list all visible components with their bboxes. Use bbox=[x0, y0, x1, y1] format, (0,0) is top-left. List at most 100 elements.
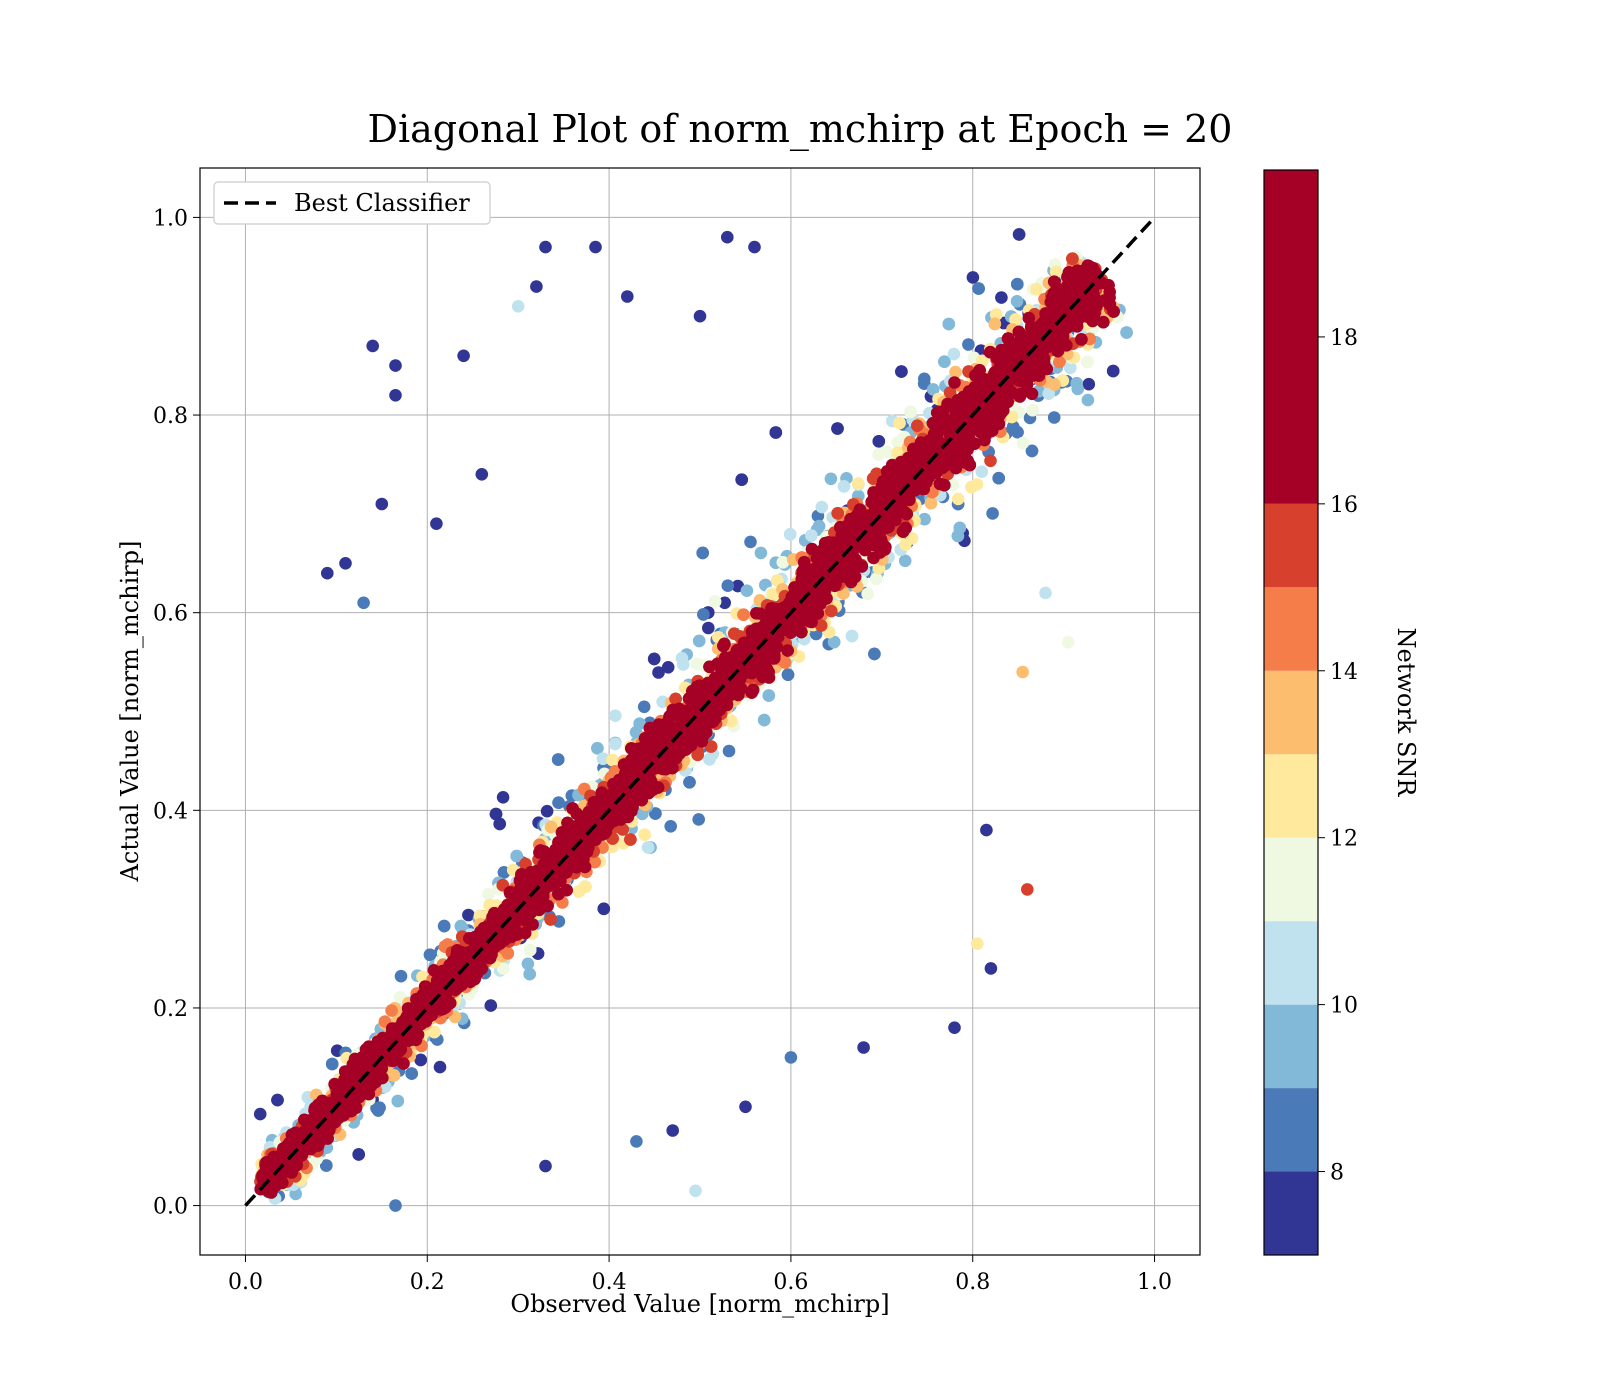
scatter-point bbox=[544, 913, 557, 926]
scatter-point bbox=[988, 317, 1002, 331]
scatter-point bbox=[551, 753, 565, 766]
scatter-point bbox=[428, 1025, 441, 1039]
scatter-point bbox=[754, 546, 768, 560]
scatter-point bbox=[762, 689, 776, 702]
scatter-point bbox=[462, 908, 475, 922]
scatter-point bbox=[637, 700, 651, 714]
scatter-point bbox=[891, 436, 905, 449]
scatter-point bbox=[947, 347, 961, 361]
scatter-point bbox=[831, 507, 844, 520]
scatter-point bbox=[1049, 265, 1063, 279]
scatter-point bbox=[552, 796, 565, 809]
scatter-point bbox=[757, 713, 771, 727]
scatter-point bbox=[649, 807, 662, 820]
scatter-point bbox=[1053, 355, 1066, 369]
scatter-point bbox=[1026, 403, 1039, 417]
scatter-point bbox=[769, 426, 783, 439]
scatter-point bbox=[831, 422, 844, 435]
scatter-point bbox=[740, 584, 754, 597]
scatter-point bbox=[986, 507, 999, 520]
scatter-point bbox=[702, 621, 715, 635]
scatter-point bbox=[951, 492, 965, 506]
scatter-point bbox=[591, 742, 604, 755]
scatter-point bbox=[735, 473, 748, 487]
scatter-point bbox=[898, 554, 912, 568]
scatter-point bbox=[951, 529, 965, 543]
scatter-point bbox=[544, 820, 558, 834]
scatter-point bbox=[949, 365, 962, 379]
scatter-point bbox=[766, 588, 780, 601]
scatter-point bbox=[1081, 355, 1094, 369]
scatter-point bbox=[597, 902, 611, 916]
scatter-point bbox=[647, 652, 661, 666]
scatter-point bbox=[489, 807, 503, 821]
scatter-point bbox=[852, 477, 865, 490]
scatter-point bbox=[638, 828, 651, 841]
scatter-point bbox=[918, 512, 931, 526]
scatter-point bbox=[624, 833, 637, 846]
scatter-point bbox=[805, 529, 818, 542]
scatter-point bbox=[727, 627, 741, 640]
scatter-point bbox=[352, 1148, 366, 1161]
scatter-point bbox=[824, 472, 838, 486]
scatter-point bbox=[924, 496, 938, 510]
scatter-point bbox=[608, 737, 622, 751]
scatter-point bbox=[825, 604, 838, 618]
scatter-point bbox=[652, 666, 665, 679]
scatter-point bbox=[899, 538, 912, 551]
scatter-point bbox=[669, 692, 682, 706]
scatter-point bbox=[523, 943, 537, 957]
scatter-point bbox=[737, 608, 750, 621]
scatter-point bbox=[904, 405, 917, 419]
scatter-point bbox=[704, 740, 718, 753]
scatter-point bbox=[253, 1107, 267, 1121]
scatter-point bbox=[579, 880, 592, 894]
scatter-point bbox=[1016, 436, 1030, 450]
scatter-point bbox=[975, 465, 989, 479]
scatter-point bbox=[484, 999, 498, 1012]
scatter-point bbox=[866, 472, 880, 485]
scatter-point bbox=[394, 969, 408, 983]
scatter-point bbox=[984, 454, 997, 468]
scatter-point bbox=[1047, 411, 1061, 424]
scatter-point bbox=[510, 849, 523, 863]
scatter-point bbox=[845, 629, 859, 643]
scatter-point bbox=[370, 1101, 383, 1115]
scatter-point bbox=[1066, 252, 1079, 265]
scatter-point bbox=[641, 841, 655, 854]
scatter-point bbox=[943, 386, 957, 399]
scatter-point bbox=[893, 416, 906, 430]
scatter-point bbox=[872, 435, 886, 448]
scatter-point bbox=[812, 519, 826, 533]
scatter-point bbox=[454, 919, 468, 933]
scatter-point bbox=[718, 596, 731, 610]
scatter-point bbox=[1071, 382, 1084, 396]
scatter-point bbox=[433, 1060, 447, 1074]
scatter-point bbox=[966, 271, 980, 284]
scatter-point bbox=[938, 355, 951, 369]
scatter-point bbox=[1081, 393, 1095, 407]
scatter-point bbox=[596, 752, 610, 765]
scatter-point bbox=[540, 804, 554, 818]
scatter-point bbox=[271, 1093, 284, 1107]
scatter-point bbox=[744, 535, 757, 549]
scatter-point bbox=[1106, 364, 1120, 378]
scatter-point bbox=[697, 608, 710, 621]
scatter-point bbox=[1009, 313, 1022, 326]
scatter-point bbox=[692, 813, 705, 826]
scatter-point bbox=[870, 572, 883, 586]
chart-title: Diagonal Plot of norm_mchirp at Epoch = … bbox=[368, 107, 1233, 152]
scatter-point bbox=[606, 753, 619, 767]
scatter-point bbox=[325, 1057, 339, 1071]
scatter-point bbox=[437, 919, 451, 933]
scatter-point bbox=[911, 419, 924, 433]
scatter-point bbox=[676, 658, 690, 671]
scatter-point bbox=[861, 587, 874, 601]
scatter-point bbox=[1120, 326, 1133, 339]
scatter-point bbox=[895, 365, 908, 378]
scatter-point bbox=[992, 471, 1005, 485]
scatter-point bbox=[609, 709, 622, 722]
scatter-point bbox=[405, 1067, 419, 1080]
scatter-point bbox=[414, 1053, 428, 1067]
